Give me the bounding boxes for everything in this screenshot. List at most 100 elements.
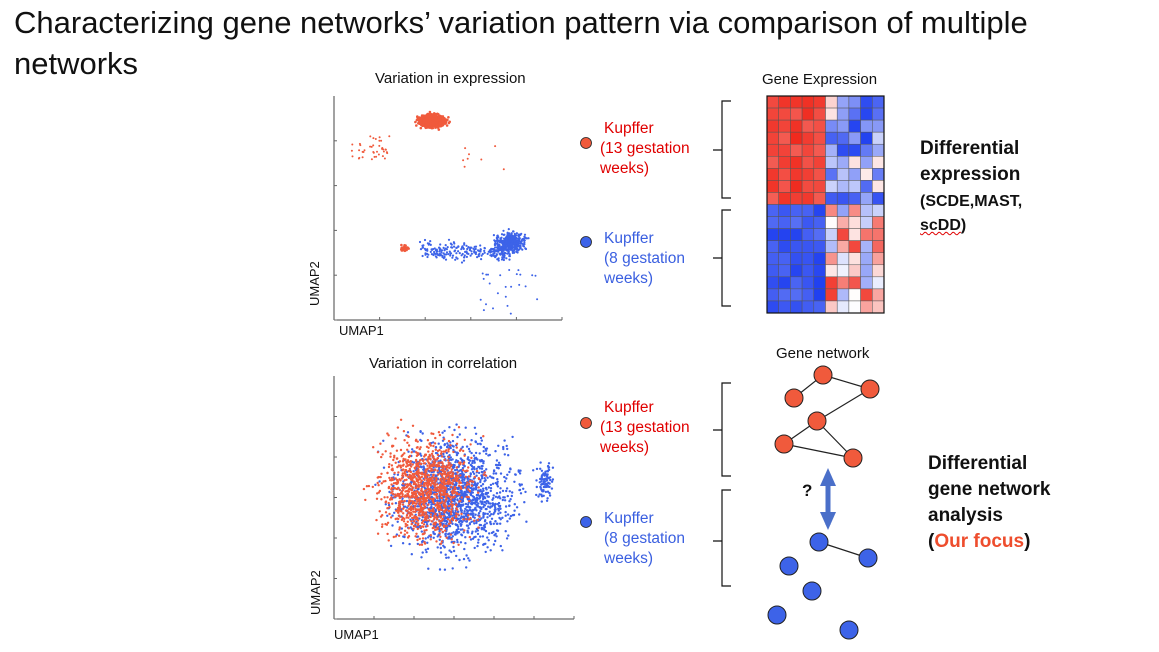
heatmap-cell — [836, 131, 850, 145]
scatter-point — [496, 480, 499, 483]
scatter-point — [507, 454, 510, 457]
scatter-point — [542, 494, 545, 497]
heatmap-cell — [778, 264, 791, 278]
scatter-point — [450, 468, 453, 471]
scatter-point — [431, 454, 434, 457]
scatter-point — [398, 488, 402, 492]
scatter-point — [470, 456, 473, 460]
scatter-point — [551, 466, 555, 469]
scatter-point — [458, 481, 461, 485]
scatter-point — [453, 428, 456, 432]
scatter-point — [506, 513, 510, 516]
scatter-point — [422, 519, 425, 523]
scatter-point — [436, 456, 439, 460]
scatter-point — [386, 507, 389, 510]
scatter-point — [409, 460, 412, 463]
heatmap-cell — [825, 95, 838, 109]
scatter-point — [407, 504, 410, 507]
scatter-point — [516, 237, 520, 240]
scatter-point — [383, 157, 386, 160]
heatmap-cell — [836, 252, 850, 266]
heatmap-cell — [801, 228, 815, 241]
scatter-point — [429, 486, 433, 489]
scatter-point — [482, 277, 485, 280]
scatter-point — [445, 524, 448, 528]
heatmap-cell — [848, 180, 861, 193]
scatter-point — [426, 255, 429, 259]
scatter-point — [442, 246, 445, 249]
top-umap-scatter — [350, 110, 539, 315]
scatter-point — [423, 114, 426, 118]
scatter-point — [402, 430, 406, 433]
scatter-point — [402, 459, 405, 462]
scatter-point — [419, 126, 423, 130]
scatter-point — [459, 461, 462, 464]
scatter-point — [400, 455, 403, 458]
scatter-point — [463, 256, 466, 259]
scatter-point — [458, 504, 462, 508]
scatter-point — [426, 242, 429, 245]
scatter-point — [505, 487, 509, 490]
scatter-point — [461, 466, 465, 470]
scatter-point — [429, 243, 432, 246]
scatter-point — [436, 125, 439, 129]
scatter-point — [394, 461, 397, 464]
scatter-point — [485, 273, 488, 276]
top-y-axis-label: UMAP2 — [307, 261, 322, 306]
scatter-point — [392, 487, 396, 490]
heatmap-cell — [860, 107, 873, 121]
scatter-point — [398, 478, 401, 481]
scatter-point — [547, 462, 551, 465]
legend-dot-kupffer-13-bottom — [580, 417, 592, 429]
heatmap-cell — [813, 107, 826, 121]
heatmap-cell — [766, 276, 779, 290]
scatter-point — [398, 508, 401, 512]
heatmap-cell — [813, 180, 826, 193]
scatter-point — [382, 150, 385, 153]
scatter-point — [482, 516, 485, 519]
scatter-point — [426, 464, 429, 467]
scatter-point — [376, 492, 379, 495]
scatter-point — [448, 535, 451, 538]
scatter-point — [423, 506, 426, 509]
scatter-point — [428, 442, 431, 446]
scatter-point — [444, 477, 447, 481]
scatter-point — [396, 426, 400, 429]
scatter-point — [454, 474, 458, 478]
scatter-point — [497, 444, 500, 447]
scatter-point — [419, 121, 422, 125]
scatter-point — [467, 495, 470, 499]
scatter-point — [462, 259, 466, 262]
scatter-point — [491, 502, 494, 505]
heatmap-cell — [790, 143, 803, 157]
scatter-point — [465, 469, 468, 472]
scatter-point — [415, 502, 418, 505]
scatter-point — [365, 485, 369, 488]
scatter-point — [436, 535, 439, 538]
scatter-point — [453, 500, 456, 503]
scatter-point — [401, 472, 404, 475]
scatter-point — [418, 517, 421, 520]
heatmap-cell — [872, 288, 885, 302]
scatter-point — [432, 473, 435, 476]
scatter-point — [513, 503, 516, 506]
scatter-point — [497, 509, 500, 512]
scatter-point — [432, 507, 435, 510]
scatter-point — [426, 547, 430, 550]
scatter-point — [402, 463, 405, 466]
scatter-point — [445, 519, 448, 523]
scatter-point — [455, 512, 458, 515]
scatter-point — [550, 487, 554, 490]
scatter-point — [502, 445, 505, 449]
heatmap-cell — [848, 107, 861, 121]
scatter-point — [458, 433, 461, 436]
legend-line: weeks) — [604, 270, 654, 287]
scatter-point — [447, 481, 450, 484]
scatter-point — [447, 513, 451, 517]
scatter-point — [426, 506, 429, 509]
scatter-point — [420, 540, 424, 544]
heatmap-cell — [836, 168, 850, 181]
scatter-point — [505, 537, 509, 540]
heatmap-cell — [825, 192, 838, 205]
heatmap-cell — [801, 180, 815, 193]
